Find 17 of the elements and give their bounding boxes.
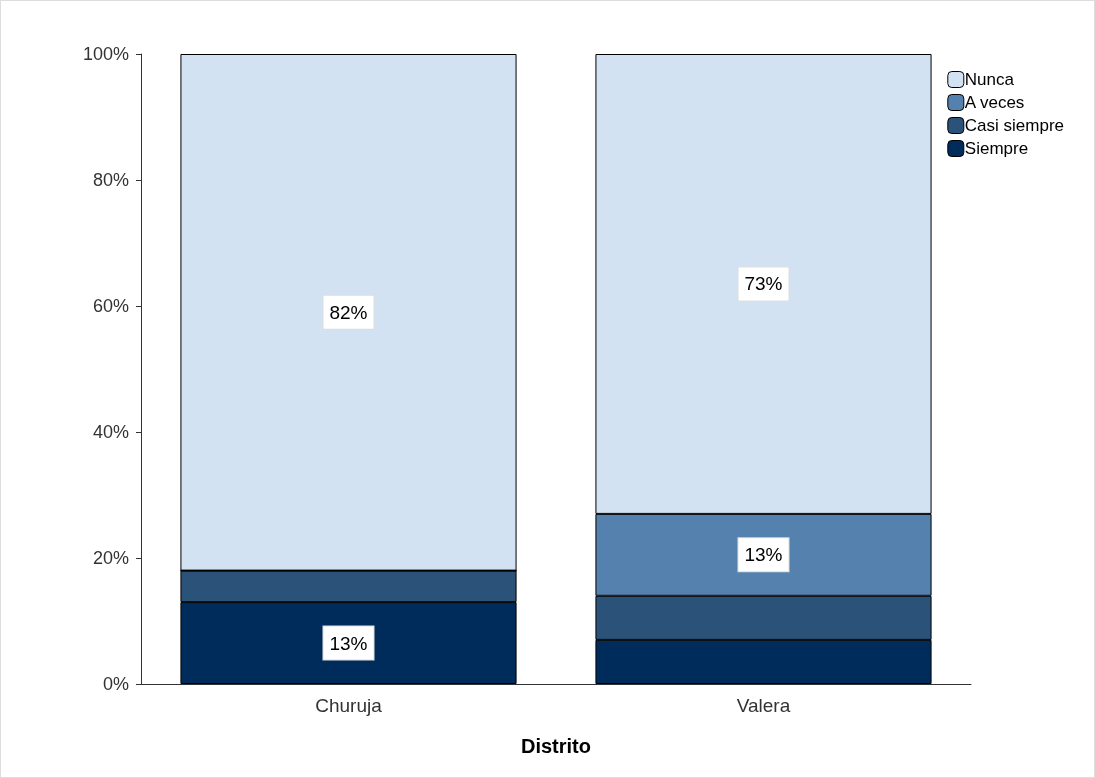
legend-label: Casi siempre [964,116,1065,135]
y-tick-label: 80% [92,170,129,190]
data-label: 13% [744,544,783,566]
y-tick-label: 100% [82,44,129,64]
x-axis-title: Distrito [521,735,591,757]
legend-label: Nunca [964,70,1015,89]
y-tick-label: 60% [92,296,129,316]
x-tick-label: Churuja [315,695,383,716]
y-tick-label: 0% [102,674,129,694]
legend-label: Siempre [964,139,1029,158]
y-tick-label: 40% [92,422,129,442]
data-label: 73% [744,273,783,295]
data-label: 13% [329,632,368,654]
data-label: 82% [329,301,368,323]
legend-label: A veces [964,93,1025,112]
y-tick-label: 20% [92,548,129,568]
x-tick-label: Valera [736,695,791,716]
